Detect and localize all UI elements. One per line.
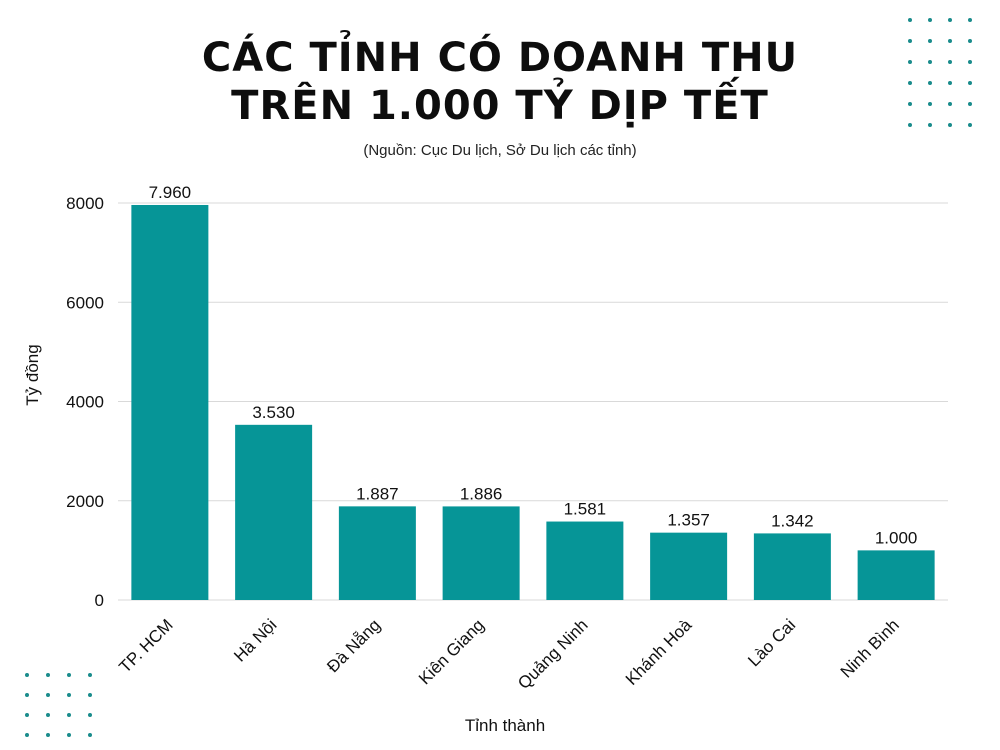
decorative-dot: [968, 102, 972, 106]
data-label: 3.530: [252, 403, 295, 422]
data-label: 1.342: [771, 511, 814, 530]
decorative-dot: [67, 733, 71, 737]
decorative-dot: [948, 81, 952, 85]
decorative-dot: [88, 673, 92, 677]
decorative-dot: [46, 693, 50, 697]
decorative-dot: [968, 18, 972, 22]
x-tick-label: Khánh Hoà: [622, 615, 696, 689]
decorative-dot: [88, 713, 92, 717]
decorative-dot: [67, 713, 71, 717]
decorative-dot: [928, 81, 932, 85]
decorative-dot: [908, 18, 912, 22]
data-labels: 7.960 3.530 1.887 1.886 1.581 1.357 1.342 1.000: [149, 183, 918, 547]
decorative-dot: [948, 102, 952, 106]
chart-title-line-1: CÁC TỈNH CÓ DOANH THU: [201, 35, 799, 81]
bar: [442, 506, 520, 600]
decorative-dot: [908, 39, 912, 43]
decorative-dot: [25, 693, 29, 697]
bar: [650, 532, 728, 600]
decorative-dot: [928, 39, 932, 43]
chart-subtitle: (Nguồn: Cục Du lịch, Sở Du lịch các tỉnh…: [363, 142, 637, 159]
chart-title: CÁC TỈNH CÓ DOANH THU TRÊN 1.000 TỶ DỊP …: [0, 34, 1000, 130]
bar: [235, 424, 313, 600]
data-label: 7.960: [149, 183, 192, 202]
decorative-dot: [948, 18, 952, 22]
y-axis-ticks: 0 2000 4000 6000 8000: [66, 194, 104, 610]
decorative-dot: [928, 18, 932, 22]
decorative-dot: [908, 123, 912, 127]
x-tick-label: Quảng Ninh: [514, 615, 592, 693]
decorative-dot: [67, 673, 71, 677]
decorative-dot: [46, 733, 50, 737]
chart-title-line-2: TRÊN 1.000 TỶ DỊP TẾT: [231, 83, 769, 129]
decorative-dot: [948, 60, 952, 64]
bar: [338, 506, 416, 600]
y-tick-label: 6000: [66, 293, 104, 312]
x-tick-label: Hà Nội: [230, 615, 280, 665]
y-axis-title: Tỷ đồng: [23, 344, 42, 405]
data-label: 1.886: [460, 484, 503, 503]
decorative-dot: [928, 102, 932, 106]
decorative-dot: [908, 102, 912, 106]
y-tick-label: 2000: [66, 492, 104, 511]
x-tick-label: Ninh Bình: [837, 615, 903, 681]
x-axis-category-labels: TP. HCM Hà Nội Đà Nẵng Kiên Giang Quảng Ninh…: [115, 615, 903, 693]
bar: [131, 204, 209, 601]
decorative-dot: [968, 123, 972, 127]
decorative-dot: [968, 39, 972, 43]
decorative-dot: [968, 81, 972, 85]
decorative-dot: [948, 39, 952, 43]
x-axis-title: Tỉnh thành: [465, 716, 545, 735]
bars: [131, 204, 935, 601]
decorative-dot: [88, 693, 92, 697]
data-label: 1.887: [356, 484, 399, 503]
decorative-dot: [25, 713, 29, 717]
x-tick-label: Lào Cai: [744, 615, 799, 670]
decorative-dot: [908, 60, 912, 64]
x-tick-label: Đà Nẵng: [323, 615, 384, 676]
decorative-dot: [908, 81, 912, 85]
decorative-dot: [968, 60, 972, 64]
x-tick-label: Kiên Giang: [415, 615, 488, 688]
y-tick-label: 8000: [66, 194, 104, 213]
data-label: 1.357: [667, 511, 710, 530]
x-tick-label: TP. HCM: [115, 615, 176, 676]
decorative-dot: [46, 713, 50, 717]
bar: [753, 533, 831, 600]
decorative-dot-grid-bottom-left: [25, 673, 92, 737]
decorative-dot: [948, 123, 952, 127]
y-tick-label: 0: [95, 591, 104, 610]
decorative-dot: [25, 673, 29, 677]
bar: [546, 521, 624, 600]
y-tick-label: 4000: [66, 393, 104, 412]
data-label: 1.000: [875, 528, 918, 547]
decorative-dot: [88, 733, 92, 737]
decorative-dot: [46, 673, 50, 677]
decorative-dot: [25, 733, 29, 737]
data-label: 1.581: [564, 500, 607, 519]
decorative-dot: [928, 60, 932, 64]
decorative-dot: [67, 693, 71, 697]
decorative-dot: [928, 123, 932, 127]
decorative-dot-grid-top-right: [908, 18, 972, 127]
bar: [857, 550, 935, 600]
